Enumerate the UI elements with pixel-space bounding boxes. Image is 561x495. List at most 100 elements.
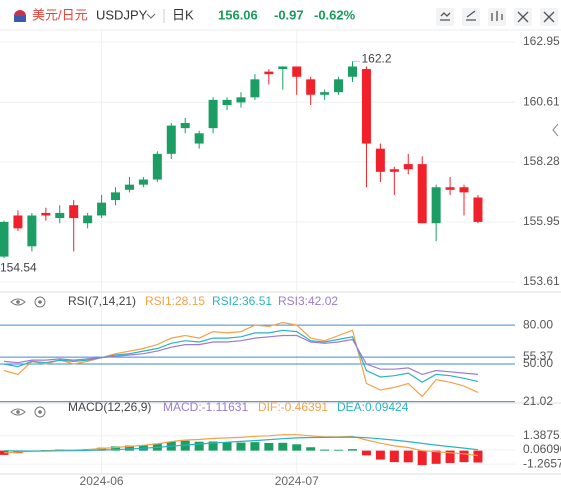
histogram-bar bbox=[180, 440, 190, 451]
symbol-cn[interactable]: 美元/日元 bbox=[32, 7, 88, 22]
candle-body bbox=[250, 79, 260, 98]
candle-body bbox=[278, 66, 288, 70]
eye-icon[interactable] bbox=[10, 408, 26, 416]
candle-body bbox=[473, 197, 483, 222]
low-label: 154.54 bbox=[0, 260, 37, 274]
series-line bbox=[3, 321, 479, 398]
histogram-bar bbox=[431, 450, 441, 464]
candle-body bbox=[222, 99, 232, 106]
candle-body bbox=[445, 187, 455, 190]
y-tick-label: 21.02 bbox=[523, 394, 553, 408]
candle-body bbox=[431, 187, 441, 224]
tool-button[interactable] bbox=[462, 8, 480, 26]
candle-body bbox=[166, 125, 176, 154]
y-tick-label: 158.28 bbox=[523, 154, 560, 168]
tool-button[interactable] bbox=[488, 8, 506, 26]
histogram-bar bbox=[403, 450, 413, 463]
y-tick-label: 55.37 bbox=[523, 349, 553, 363]
candle-body bbox=[97, 202, 107, 216]
histogram-bar bbox=[194, 441, 204, 451]
histogram-bar bbox=[97, 447, 107, 451]
candle-body bbox=[264, 71, 274, 75]
y-tick-label: 155.95 bbox=[523, 214, 560, 228]
candle-body bbox=[0, 221, 9, 257]
change-pct: -0.62% bbox=[314, 7, 356, 22]
series-line bbox=[3, 329, 479, 383]
legend-entry: MACD:-1.11631 bbox=[163, 400, 248, 414]
candle-body bbox=[334, 79, 344, 93]
eye-icon[interactable] bbox=[10, 298, 26, 306]
indicator-title: MACD(12,26,9) bbox=[68, 400, 151, 414]
candle-body bbox=[389, 169, 399, 172]
dropdown-arrow[interactable] bbox=[146, 13, 156, 19]
candle-body bbox=[403, 164, 413, 170]
candle-body bbox=[83, 215, 93, 224]
histogram-bar bbox=[389, 450, 399, 463]
candle-body bbox=[69, 205, 79, 219]
candle-body bbox=[152, 153, 162, 180]
histogram-bar bbox=[473, 450, 483, 463]
tool-button[interactable] bbox=[514, 8, 532, 26]
histogram-bar bbox=[111, 446, 121, 451]
histogram-bar bbox=[306, 447, 316, 451]
histogram-bar bbox=[375, 450, 385, 460]
histogram-bar bbox=[264, 443, 274, 451]
candle-body bbox=[180, 123, 190, 129]
histogram-bar bbox=[445, 450, 455, 463]
change: -0.97 bbox=[274, 7, 304, 22]
y-tick-label: 1.38751 bbox=[523, 428, 561, 442]
gear-icon[interactable] bbox=[34, 406, 46, 418]
period[interactable]: 日K bbox=[172, 7, 194, 22]
candle-body bbox=[375, 148, 385, 172]
x-tick-label: 2024-06 bbox=[80, 474, 124, 488]
y-tick-label: 160.61 bbox=[523, 94, 560, 108]
candle-body bbox=[194, 133, 204, 144]
price: 156.06 bbox=[218, 7, 258, 22]
candle-body bbox=[124, 184, 134, 190]
indicator-title: RSI(7,14,21) bbox=[68, 294, 136, 308]
candle-body bbox=[138, 179, 148, 185]
candle-body bbox=[292, 66, 302, 77]
legend-entry: RSI3:42.02 bbox=[278, 294, 338, 308]
tool-button[interactable] bbox=[436, 8, 454, 26]
series-line bbox=[3, 434, 479, 457]
candle-body bbox=[208, 99, 218, 129]
y-tick-label: 0.06090 bbox=[523, 442, 561, 456]
high-label: 162.2 bbox=[362, 52, 392, 66]
histogram-bar bbox=[124, 445, 134, 451]
candle-body bbox=[361, 69, 371, 144]
histogram-bar bbox=[459, 450, 469, 463]
histogram-bar bbox=[417, 450, 427, 466]
histogram-bar bbox=[236, 442, 246, 451]
series-line bbox=[3, 334, 479, 376]
x-tick-label: 2024-07 bbox=[275, 474, 319, 488]
histogram-bar bbox=[250, 442, 260, 451]
histogram-bar bbox=[208, 441, 218, 451]
y-tick-label: 162.95 bbox=[523, 34, 560, 48]
histogram-bar bbox=[278, 442, 288, 451]
y-tick-label: 153.61 bbox=[523, 274, 560, 288]
candle-body bbox=[320, 92, 330, 95]
tool-button[interactable] bbox=[540, 8, 558, 26]
histogram-bar bbox=[334, 449, 344, 451]
candle-body bbox=[55, 212, 65, 219]
y-tick-label: 50.00 bbox=[523, 356, 553, 370]
histogram-bar bbox=[222, 442, 232, 451]
series-line bbox=[3, 436, 479, 452]
gear-icon[interactable] bbox=[34, 296, 46, 308]
symbol[interactable]: USDJPY bbox=[96, 7, 148, 22]
candle-body bbox=[41, 212, 51, 216]
candle-body bbox=[27, 215, 37, 247]
candle-body bbox=[236, 97, 246, 103]
legend-entry: DEA:0.09424 bbox=[337, 400, 409, 414]
candle-body bbox=[417, 164, 427, 224]
candle-body bbox=[111, 192, 121, 201]
collapse-arrow[interactable] bbox=[552, 123, 559, 137]
histogram-bar bbox=[320, 449, 330, 451]
legend-entry: DIF:-0.46391 bbox=[258, 400, 328, 414]
candle-body bbox=[459, 187, 469, 193]
candle-body bbox=[13, 215, 23, 229]
legend-entry: RSI2:36.51 bbox=[212, 294, 272, 308]
y-tick-label: -1.26571 bbox=[523, 456, 561, 470]
